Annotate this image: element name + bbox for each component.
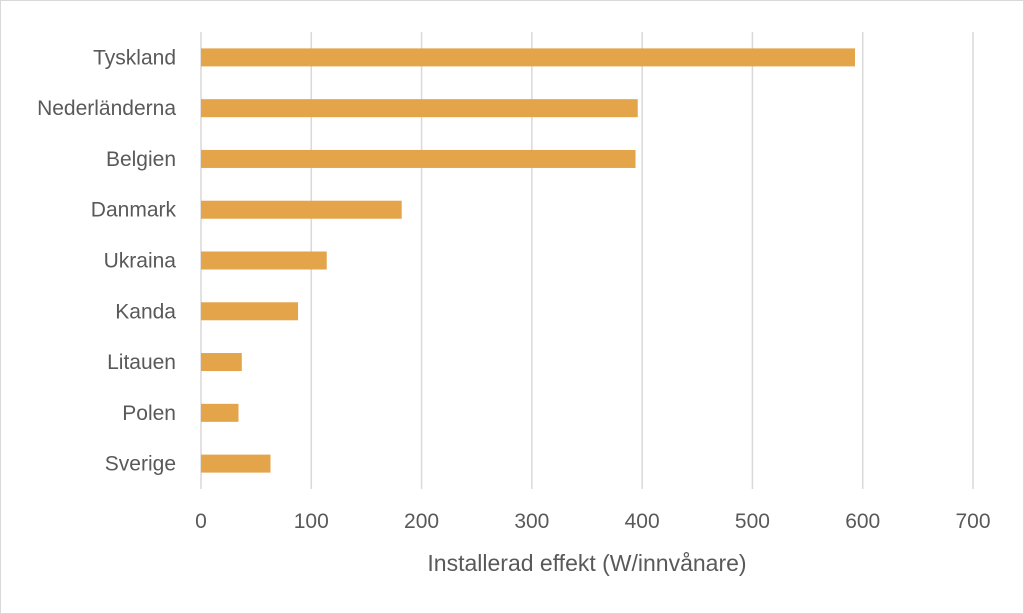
bar-danmark [201, 200, 402, 219]
category-label: Nederländerna [37, 97, 176, 120]
x-tick-label: 200 [404, 510, 439, 533]
bar-belgien [201, 149, 636, 168]
category-label: Danmark [91, 199, 177, 222]
x-tick-labels: 0 100 200 300 400 500 600 700 [195, 510, 990, 533]
bar-litauen [201, 353, 242, 372]
x-tick-label: 400 [625, 510, 660, 533]
x-tick-label: 0 [195, 510, 207, 533]
bar-tyskland [201, 48, 855, 67]
category-label: Kanda [115, 300, 176, 323]
x-tick-label: 700 [955, 510, 990, 533]
bar-sverige [201, 454, 271, 473]
category-label: Tyskland [93, 46, 176, 69]
x-tick-label: 500 [735, 510, 770, 533]
category-label: Sverige [105, 453, 176, 476]
bar-nederländerna [201, 99, 638, 118]
bar-kanda [201, 302, 299, 321]
category-labels: Tyskland Nederländerna Belgien Danmark Ukrai… [37, 46, 176, 475]
category-label: Polen [122, 402, 176, 425]
x-tick-label: 600 [845, 510, 880, 533]
bar-polen [201, 403, 239, 422]
x-axis-title: Installerad effekt (W/innvånare) [427, 550, 746, 576]
x-tick-label: 300 [514, 510, 549, 533]
x-tick-label: 100 [294, 510, 329, 533]
category-label: Belgien [106, 148, 176, 171]
category-label: Ukraina [104, 250, 177, 273]
category-label: Litauen [107, 351, 176, 374]
bars [201, 48, 855, 473]
bar-ukraina [201, 251, 327, 270]
